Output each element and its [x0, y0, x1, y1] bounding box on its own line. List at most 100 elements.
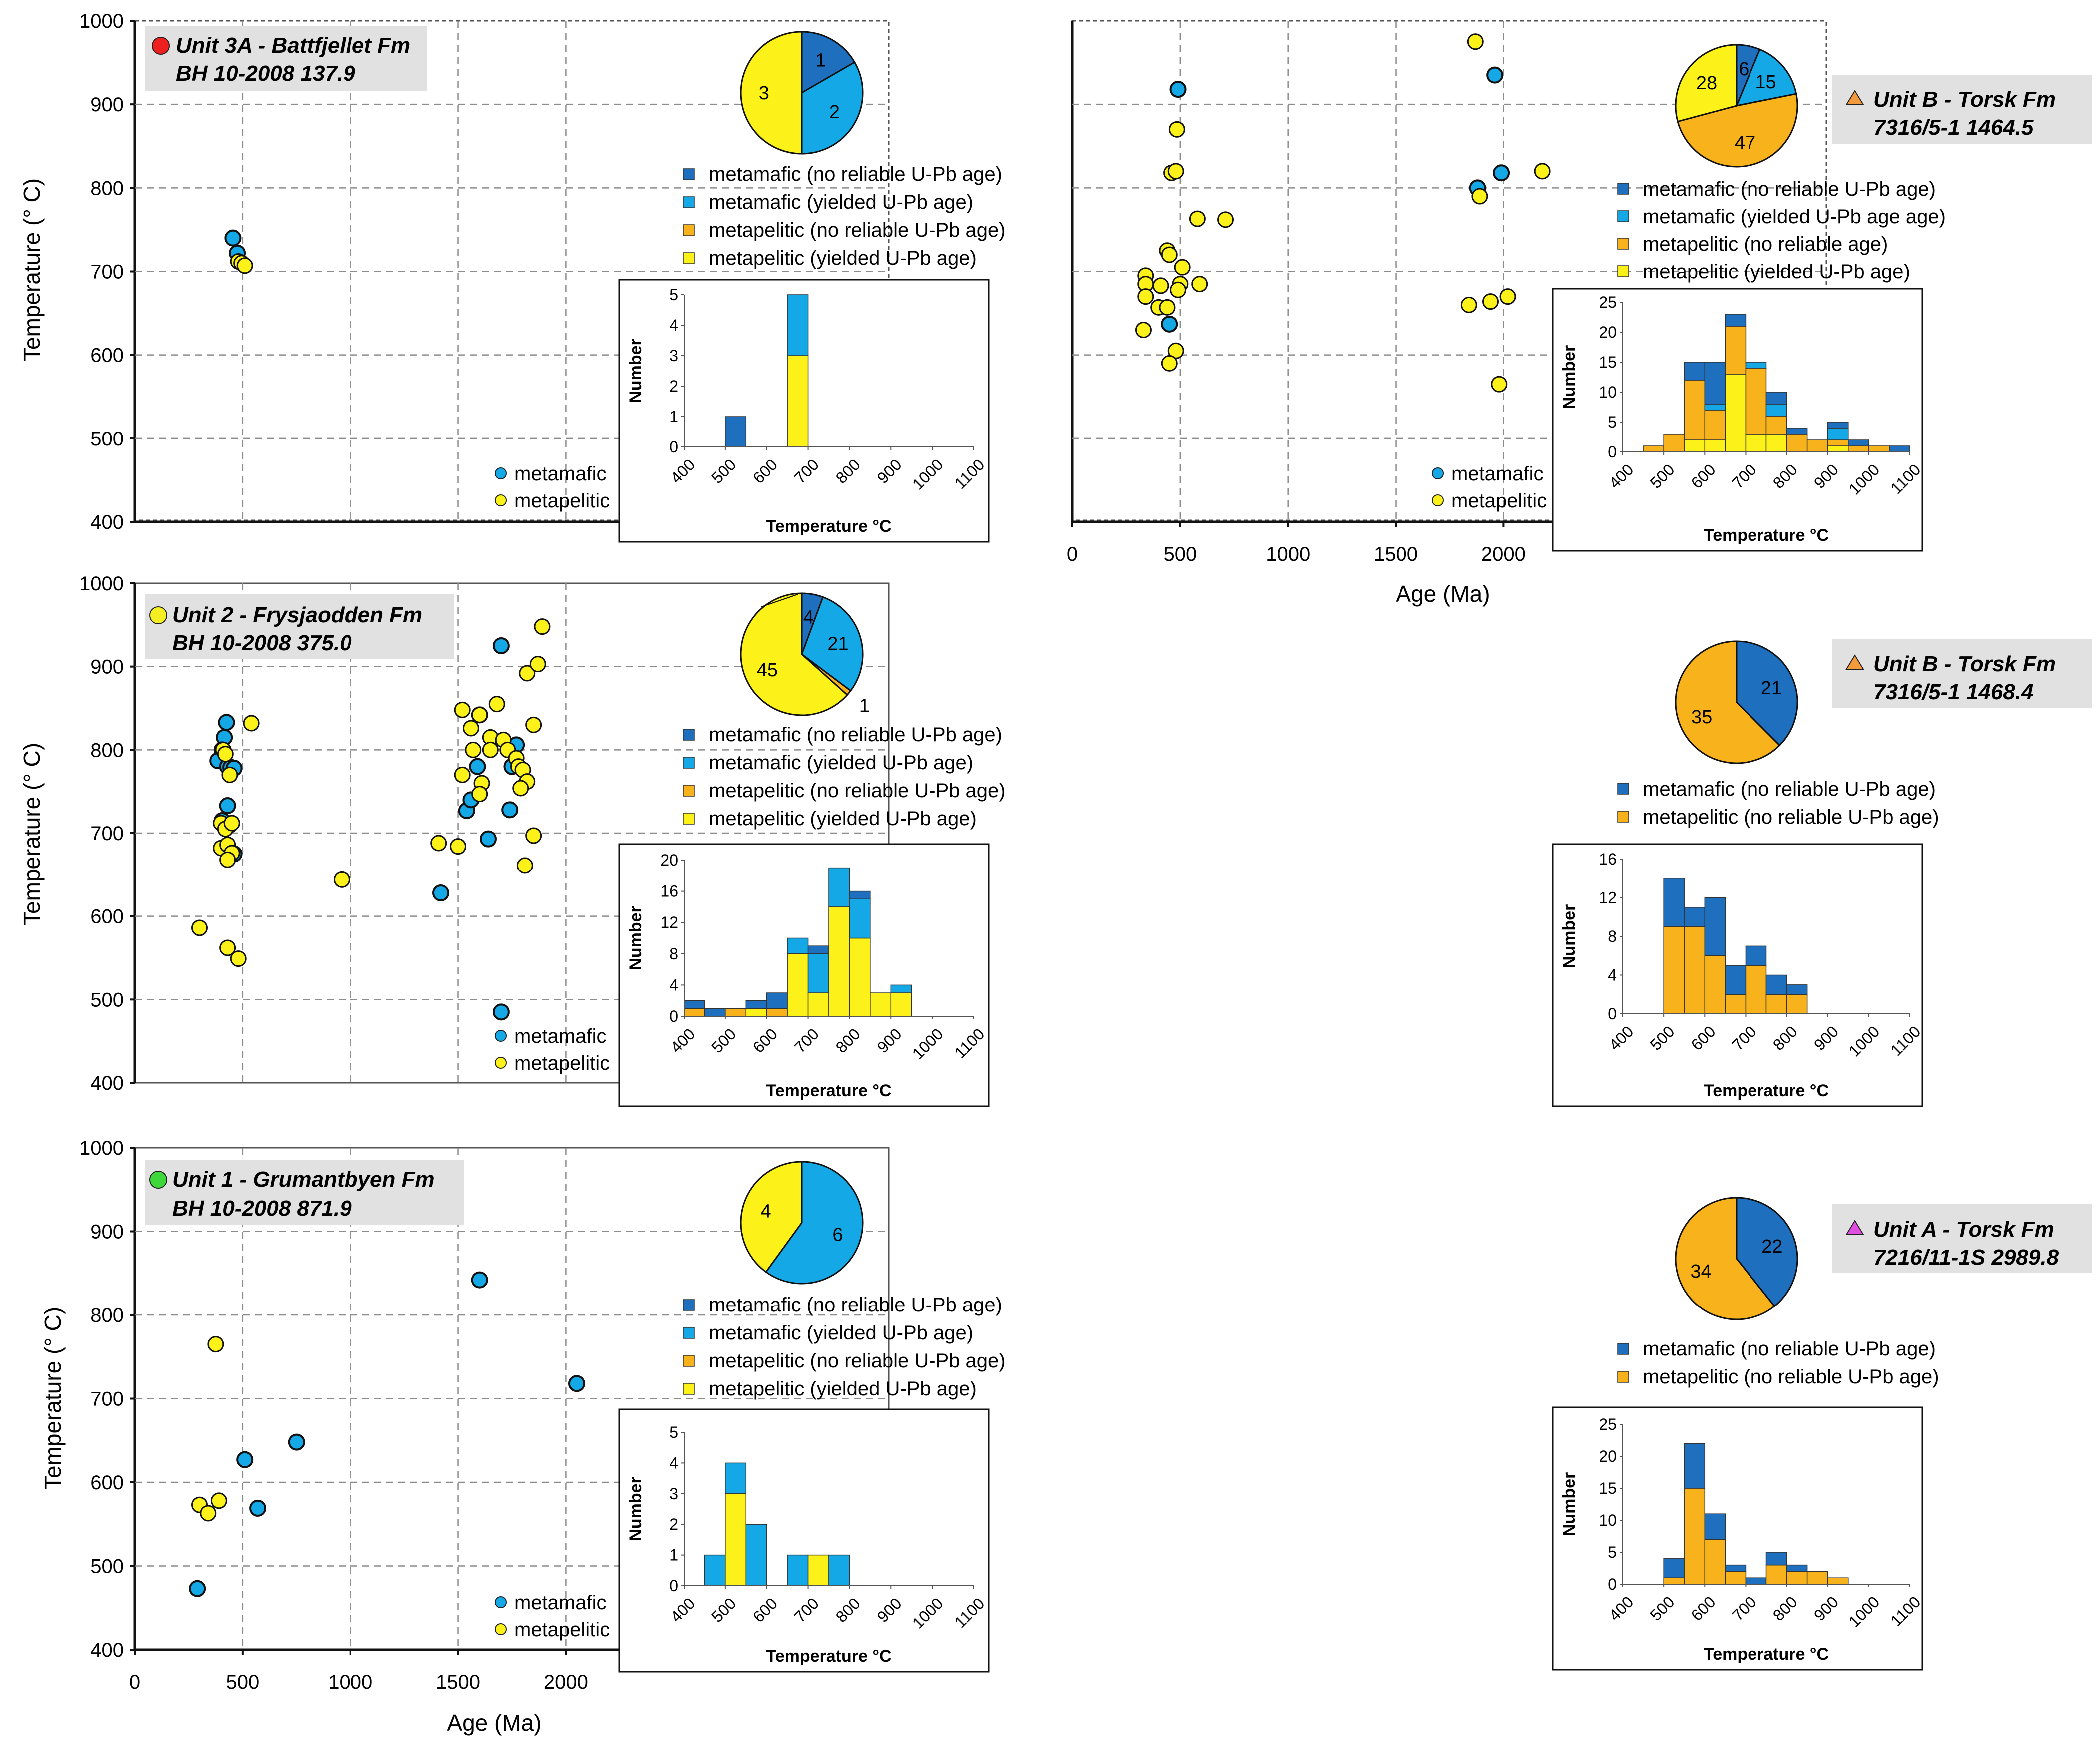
histogram-bar-metapelitic-no-age — [1704, 410, 1726, 440]
histogram-x-label: Temperature °C — [766, 1081, 891, 1100]
pie-label-metamafic-age: 2 — [829, 102, 840, 123]
legend-metamafic-marker — [495, 1596, 507, 1608]
pie-slice-metamafic-no-age — [1736, 1197, 1798, 1307]
legend-metapelitic-no-age: metapelitic (no reliable U-Pb age) — [709, 219, 1006, 241]
histogram-bar-metapelitic-no-age — [1663, 434, 1685, 452]
legend-metapelitic-age-swatch — [683, 813, 695, 825]
metamafic-point — [568, 1375, 585, 1392]
histogram-bar-metamafic-no-age — [725, 416, 747, 447]
pie-slice-metapelitic-no-age — [1675, 640, 1781, 764]
pie-label-metamafic-no-age: 4 — [803, 607, 814, 628]
histogram-bar-metapelitic-age — [1827, 445, 1849, 452]
legend-metapelitic-marker — [1432, 494, 1444, 506]
histogram-bar-metapelitic-no-age — [1806, 439, 1828, 452]
histogram-bar-metamafic-no-age — [1827, 422, 1849, 429]
panel-subtitle: BH 10-2008 375.0 — [172, 631, 352, 655]
histogram-bar-metamafic-no-age — [1704, 362, 1726, 405]
y-tick-label: 500 — [90, 1556, 124, 1578]
y-axis-label: Temperature (° C) — [40, 1307, 66, 1490]
panel-unit-3a: 1000 900 800 700 600 500 400 Temperature (° C)… — [19, 10, 1006, 543]
green-circle-marker — [149, 1171, 167, 1189]
metapelitic-point — [525, 827, 542, 844]
metapelitic-point — [243, 715, 260, 732]
histogram-bar-metamafic-no-age — [1663, 1558, 1685, 1578]
x-tick-label: 1500 — [436, 1671, 480, 1693]
panel-subtitle: 7316/5-1 1464.5 — [1873, 115, 2034, 140]
scatter-frame — [134, 20, 890, 521]
pie-chart: 22 34 — [1675, 1197, 1798, 1320]
metapelitic-point — [223, 815, 240, 832]
title-box — [1832, 75, 2092, 144]
histogram-bar-metamafic-age — [704, 1554, 726, 1586]
legend-metapelitic-no-age: metapelitic (no reliable U-Pb age) — [709, 1350, 1006, 1372]
histogram-bar-metapelitic-no-age — [766, 1008, 788, 1017]
histogram-bar-metapelitic-age — [745, 1008, 767, 1017]
category-legend: metamafic (no reliable U-Pb age) metamaf… — [1617, 178, 1946, 283]
histogram-bar-metamafic-no-age — [1765, 1552, 1787, 1566]
panel-title: Unit 1 - Grumantbyen Fm — [172, 1167, 435, 1192]
histogram-bar-metamafic-age — [1827, 428, 1849, 440]
histogram-bar-metamafic-no-age — [1725, 1564, 1747, 1572]
x-ticks: 0 500 1000 1500 2000 — [129, 1650, 588, 1693]
metapelitic-point — [1135, 322, 1152, 339]
y-tick-label: 500 — [90, 989, 124, 1011]
scatter-points — [191, 618, 551, 1021]
histogram-bar-metapelitic-age — [1684, 439, 1706, 452]
pie-slice-metamafic-age — [765, 1161, 864, 1285]
histogram-bar-metamafic-age — [828, 1554, 850, 1586]
histogram-bar-metapelitic-age — [1765, 434, 1787, 452]
legend-metamafic: metamafic — [514, 1592, 607, 1614]
histogram-bar-metapelitic-age — [807, 1554, 829, 1586]
histogram-bar-metamafic-no-age — [1684, 907, 1706, 927]
metapelitic-point — [1534, 163, 1551, 180]
category-legend: metamafic (no reliable U-Pb age) metamaf… — [683, 163, 1006, 269]
histogram-bar-metamafic-no-age — [807, 945, 829, 954]
histogram-bar-metapelitic-no-age — [1848, 445, 1869, 452]
histogram-bar-metamafic-no-age — [1745, 1577, 1767, 1585]
histogram-bar-metapelitic-no-age — [1643, 445, 1664, 452]
legend-metamafic: metamafic — [1451, 463, 1544, 485]
histogram-y-tick-label: 25 — [1599, 1415, 1617, 1433]
histogram-y-tick-label: 5 — [1608, 1543, 1617, 1561]
metamafic-point — [219, 797, 236, 814]
histogram-y-tick-label: 0 — [669, 438, 678, 456]
metapelitic-point — [534, 618, 551, 635]
metamafic-point — [1493, 164, 1510, 182]
pie-slice-metapelitic-no-age — [1675, 1197, 1776, 1320]
pie-slice-metapelitic-age — [1675, 44, 1738, 123]
metamafic-point — [1161, 315, 1178, 333]
histogram-y-tick-label: 4 — [669, 1454, 678, 1472]
histogram-y-tick-label: 8 — [669, 945, 678, 963]
metapelitic-point — [1161, 355, 1178, 372]
metapelitic-point — [1167, 163, 1184, 180]
histogram-bar-metamafic-no-age — [1786, 428, 1808, 435]
legend-metapelitic: metapelitic — [514, 1052, 610, 1074]
x-axis-label: Age (Ma) — [447, 1710, 541, 1736]
legend-metapelitic-no-age-swatch — [683, 1355, 695, 1367]
histogram-bar-metapelitic-age — [828, 906, 850, 1017]
histogram-y-tick-label: 0 — [669, 1007, 678, 1025]
legend-metamafic-no-age: metamafic (no reliable U-Pb age) — [709, 1294, 1002, 1316]
y-ticks: 1000 900 800 700 600 500 400 — [79, 573, 135, 1094]
histogram-bar-metamafic-age — [787, 937, 809, 954]
histogram-bar-metamafic-age — [787, 1554, 809, 1586]
metapelitic-point — [1191, 276, 1208, 293]
histogram-y-tick-label: 2 — [669, 1515, 678, 1533]
pie-slice-metamafic-no-age — [801, 31, 856, 94]
metapelitic-point — [1217, 211, 1234, 228]
scatter-legend: metamafic metapelitic — [495, 463, 610, 512]
histogram-y-tick-label: 15 — [1599, 1479, 1617, 1497]
histogram-bar-metapelitic-no-age — [1868, 445, 1890, 452]
histogram-bar-metamafic-no-age — [1786, 984, 1808, 995]
histogram-y-tick-label: 20 — [660, 851, 678, 869]
histogram-bar-metapelitic-age — [1745, 434, 1767, 452]
histogram-bar-metapelitic-no-age — [1765, 416, 1787, 435]
metapelitic-point — [1189, 210, 1206, 227]
histogram-y-tick-label: 25 — [1599, 293, 1617, 311]
panel-subtitle: 7216/11-1S 2989.8 — [1873, 1245, 2059, 1270]
x-tick-label: 500 — [1163, 543, 1197, 565]
panel-title: Unit B - Torsk Fm — [1873, 652, 2056, 676]
